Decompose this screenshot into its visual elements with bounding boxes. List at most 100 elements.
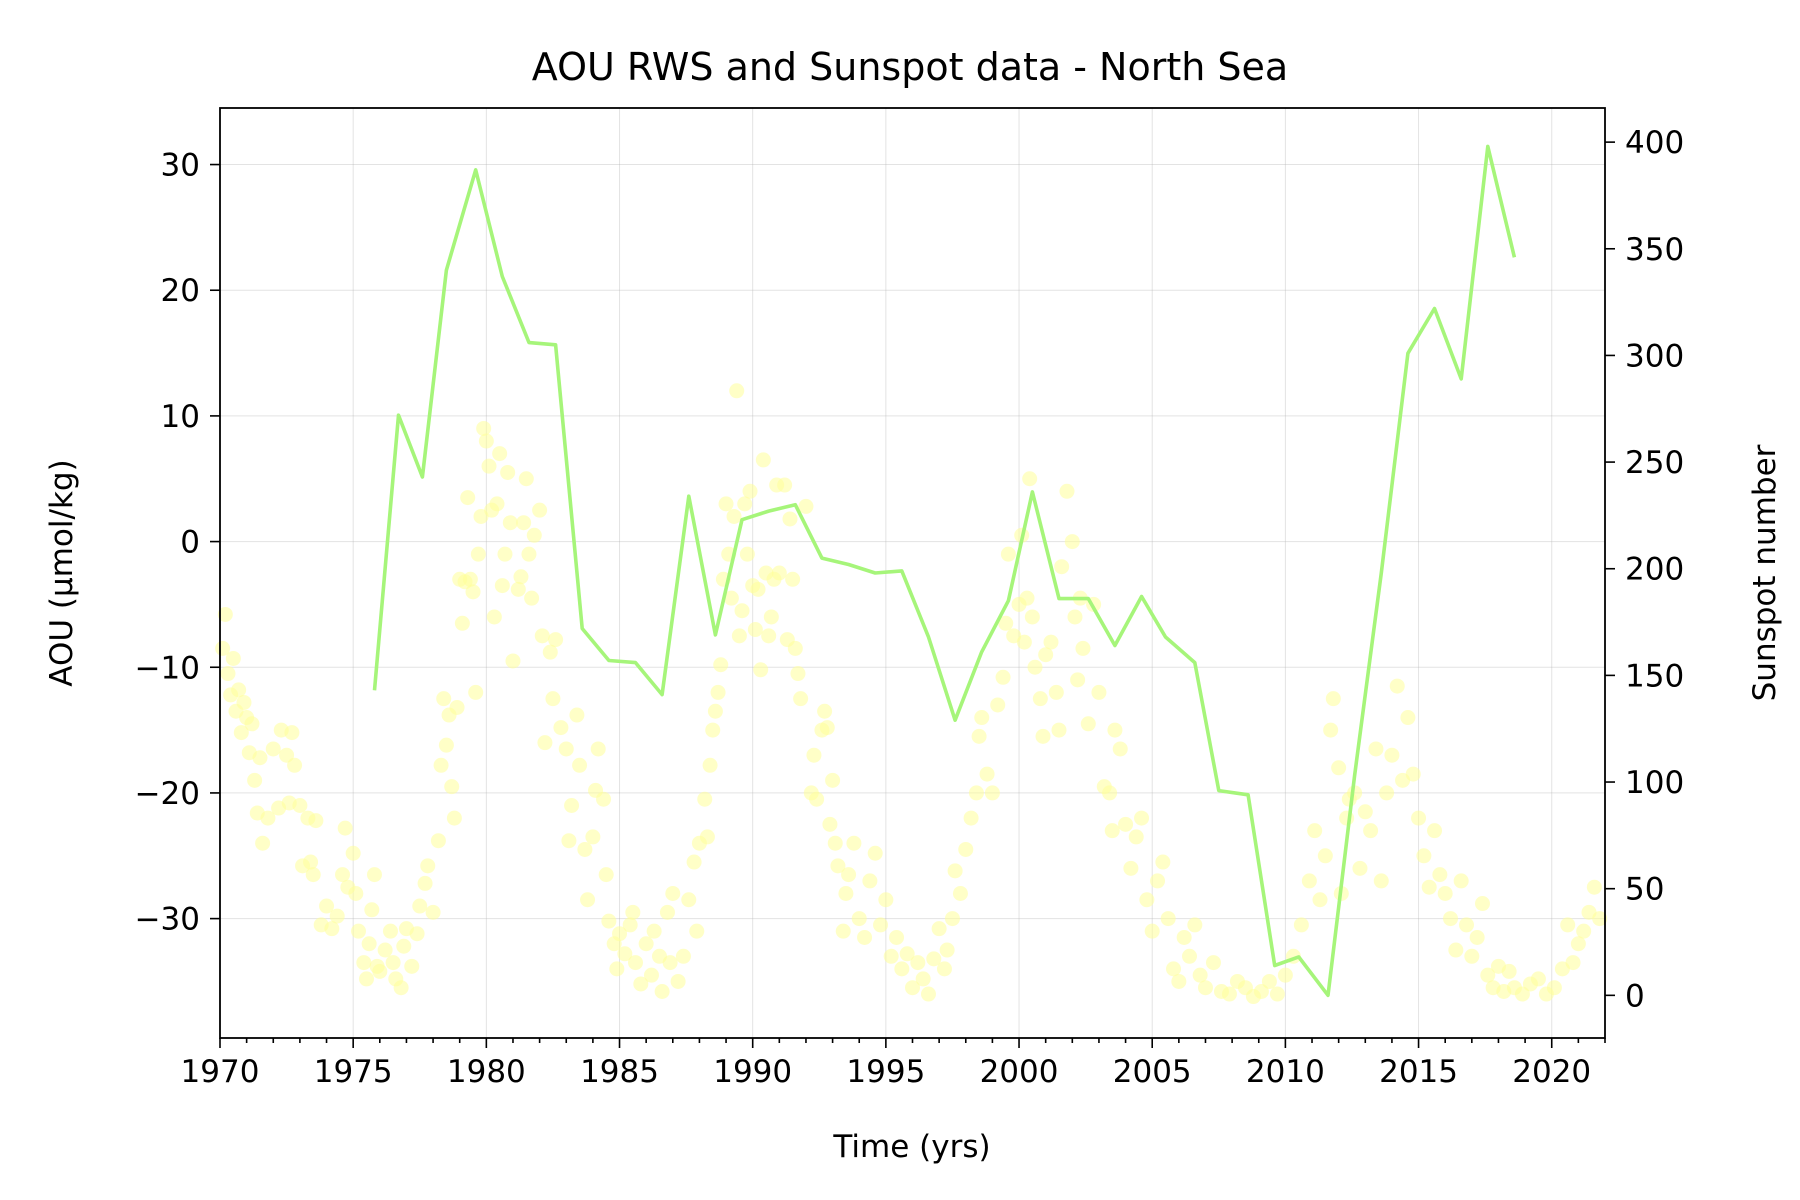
aou-point (1421, 879, 1437, 895)
line-series (372, 144, 1517, 998)
aou-point (1139, 892, 1155, 908)
left-y-axis: −30 −20 −10 0 10 20 30 (135, 148, 220, 938)
aou-point (731, 628, 747, 644)
aou-point (412, 898, 428, 914)
aou-point (585, 829, 601, 845)
aou-point (287, 757, 303, 773)
aou-point (537, 735, 553, 751)
aou-point (444, 779, 460, 795)
aou-point (231, 682, 247, 698)
aou-point (1293, 917, 1309, 933)
aou-point (436, 691, 452, 707)
aou-point (1530, 971, 1546, 987)
aou-point (646, 923, 662, 939)
x-tick-label: 1970 (181, 1054, 260, 1090)
aou-point (625, 904, 641, 920)
aou-point (470, 546, 486, 562)
aou-point (217, 606, 233, 622)
aou-point (1160, 911, 1176, 927)
aou-point (1459, 917, 1474, 933)
aou-point (1389, 678, 1405, 694)
aou-point (963, 810, 979, 826)
x-axis: 1970 1975 1980 1985 1990 1995 2000 2005 2010 2015… (181, 1038, 1606, 1090)
aou-point (1448, 942, 1464, 958)
aou-point (1363, 823, 1379, 839)
aou-point (534, 628, 550, 644)
aou-point (689, 923, 705, 939)
aou-point (628, 955, 643, 971)
aou-point (1586, 879, 1602, 895)
right-y-tick-label: 250 (1625, 445, 1684, 481)
aou-point (1570, 936, 1586, 952)
aou-point (1054, 559, 1070, 575)
aou-point (846, 835, 862, 851)
aou-point (372, 963, 388, 979)
aou-point (662, 955, 678, 971)
aou-point (1269, 986, 1285, 1002)
right-y-tick-label: 200 (1625, 552, 1684, 588)
aou-point (713, 657, 729, 673)
aou-point (726, 508, 742, 524)
aou-point (598, 867, 614, 883)
aou-point (1104, 823, 1120, 839)
aou-point (489, 496, 505, 512)
aou-point (438, 737, 454, 753)
aou-point (723, 590, 739, 606)
aou-point (819, 720, 835, 736)
aou-point (936, 961, 952, 977)
aou-point (545, 691, 561, 707)
aou-point (1038, 647, 1054, 663)
aou-point (617, 946, 633, 962)
aou-point (857, 929, 873, 945)
aou-point (1546, 980, 1562, 996)
aou-point (577, 841, 593, 857)
x-tick-label: 1980 (447, 1054, 526, 1090)
aou-point (1051, 722, 1067, 738)
aou-point (755, 452, 771, 468)
aou-point (433, 757, 449, 773)
aou-point (742, 483, 758, 499)
aou-point (1277, 967, 1293, 983)
aou-point (920, 986, 936, 1002)
aou-point (761, 628, 777, 644)
aou-point (345, 845, 361, 861)
aou-point (782, 511, 798, 527)
aou-point (1301, 873, 1317, 889)
aou-point (1107, 722, 1123, 738)
aou-point (1192, 967, 1208, 983)
aou-point (1064, 534, 1080, 550)
left-y-tick-label: 20 (161, 273, 200, 309)
aou-point (739, 546, 755, 562)
aou-point (1253, 984, 1269, 999)
aou-point (454, 615, 470, 631)
aou-point (1432, 867, 1448, 883)
aou-point (899, 946, 915, 962)
left-y-tick-label: 0 (180, 525, 200, 561)
aou-point (643, 967, 659, 983)
aou-point (1317, 848, 1333, 864)
left-y-tick-label: −30 (135, 902, 200, 938)
aou-point (476, 420, 492, 436)
aou-point (984, 785, 1000, 801)
aou-point (1048, 684, 1064, 700)
aou-point (1416, 848, 1432, 864)
aou-point (734, 603, 750, 619)
aou-point (494, 578, 510, 594)
aou-point (532, 502, 548, 518)
aou-point (468, 684, 484, 700)
aou-point (926, 951, 942, 967)
aou-point (638, 936, 654, 952)
aou-point (1565, 955, 1581, 971)
aou-point (974, 710, 990, 726)
aou-point (1027, 659, 1043, 675)
aou-point (718, 496, 734, 512)
aou-point (601, 913, 617, 929)
aou-point (612, 926, 628, 942)
aou-point (1437, 885, 1453, 901)
aou-point (513, 569, 529, 585)
aou-point (873, 917, 889, 933)
x-tick-label: 1990 (713, 1054, 792, 1090)
aou-point (686, 854, 702, 870)
aou-point (1000, 546, 1016, 562)
